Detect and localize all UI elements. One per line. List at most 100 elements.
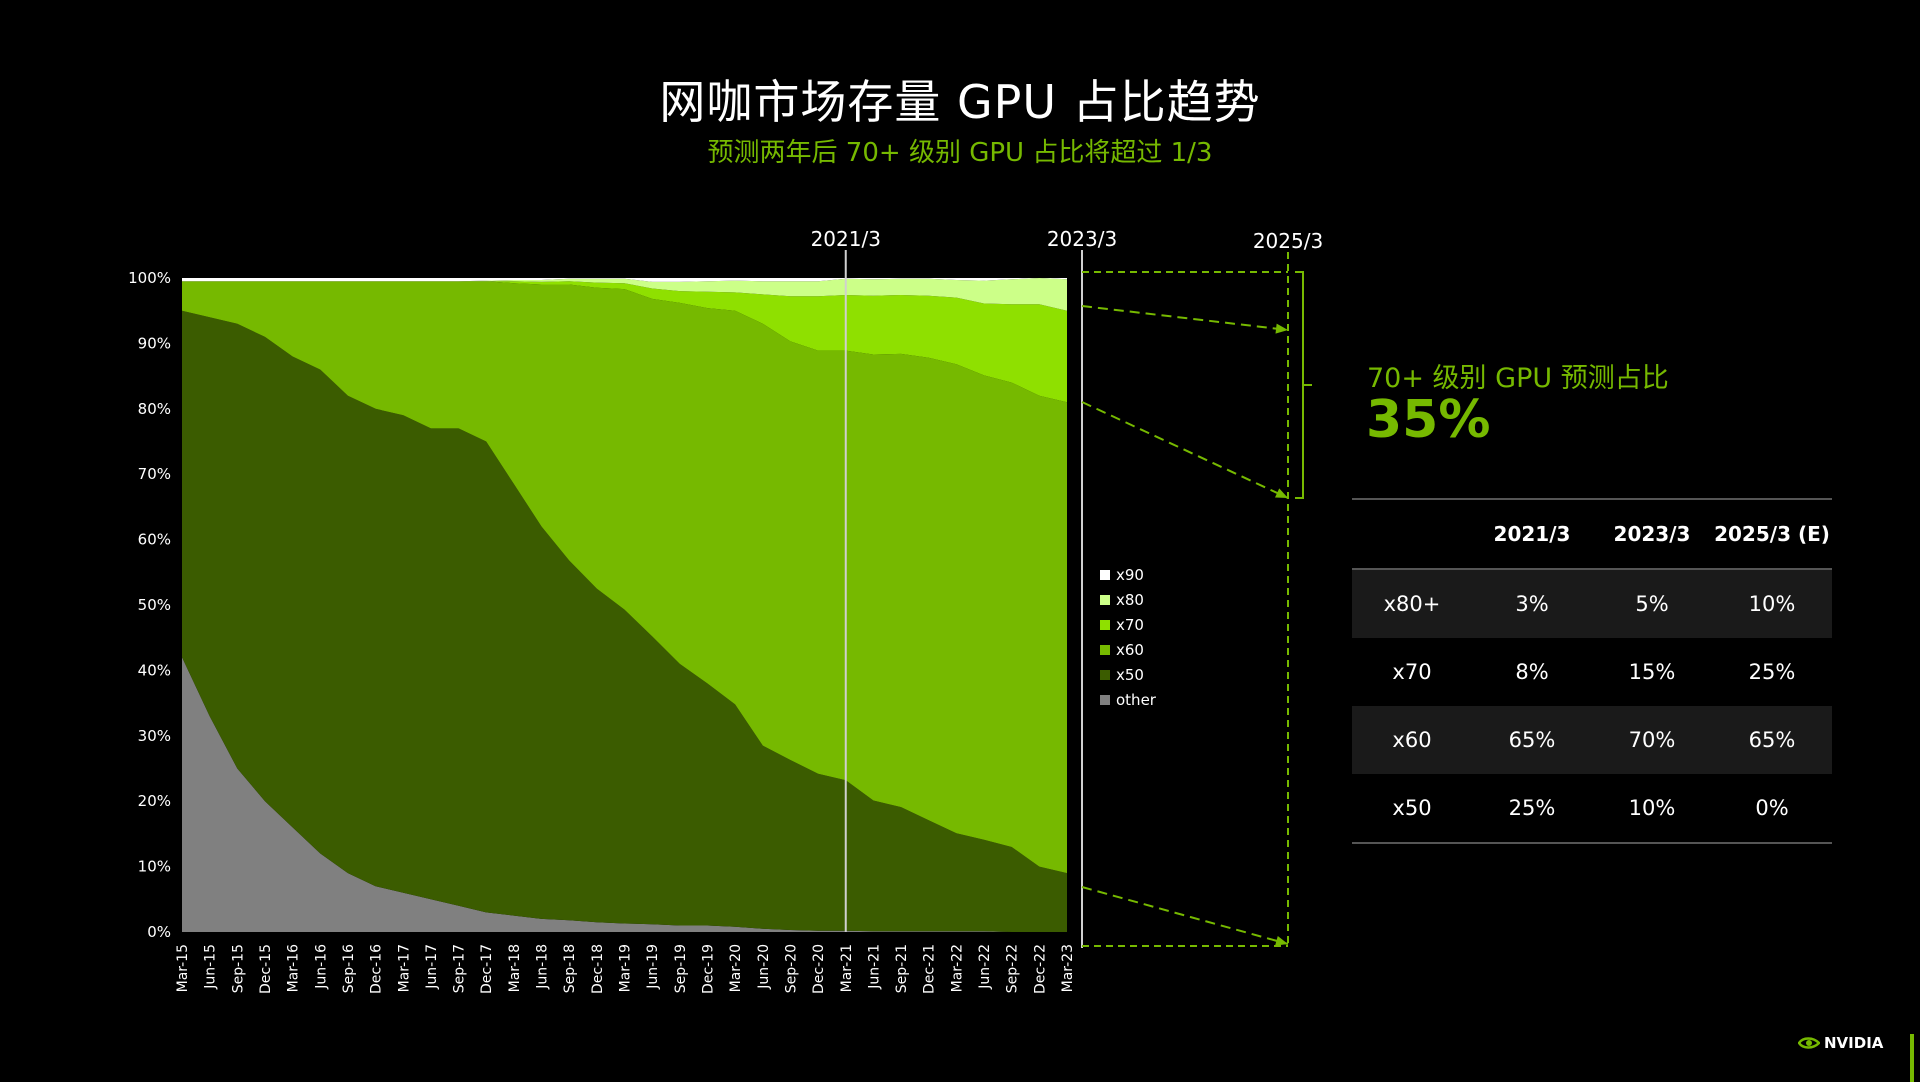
x-tick-label: Jun-20 — [756, 944, 772, 990]
chart-legend: x90 x80 x70 x60 x50 other — [1100, 562, 1156, 712]
table-cell: 10% — [1748, 592, 1796, 616]
legend-label-x50: x50 — [1116, 665, 1144, 684]
y-tick-label: 50% — [138, 596, 171, 614]
legend-item-x50: x50 — [1100, 662, 1156, 687]
x-tick-label: Mar-15 — [175, 944, 191, 992]
x-tick-label: Mar-23 — [1060, 944, 1076, 992]
x-tick-label: Jun-22 — [977, 944, 993, 990]
nvidia-logo: NVIDIA — [1798, 1034, 1883, 1052]
y-tick-label: 80% — [138, 400, 171, 418]
legend-swatch-other — [1100, 694, 1110, 705]
table-cell: 65% — [1508, 728, 1556, 752]
x-tick-label: Dec-15 — [258, 944, 274, 994]
x-tick-label: Sep-20 — [783, 944, 799, 993]
legend-item-x90: x90 — [1100, 562, 1156, 587]
table-row: x70 8% 15% 25% — [1352, 638, 1832, 706]
legend-label-x90: x90 — [1116, 565, 1144, 584]
x-tick-label: Sep-16 — [341, 944, 357, 993]
x-tick-label: Sep-18 — [562, 944, 578, 993]
legend-label-x60: x60 — [1116, 640, 1144, 659]
projection-arrowhead — [1275, 488, 1288, 498]
marker-label-2023: 2023/3 — [1047, 227, 1117, 251]
y-tick-label: 30% — [138, 727, 171, 745]
table-cell: 25% — [1748, 660, 1796, 684]
x-tick-label: Mar-18 — [507, 944, 523, 992]
table-cell: x60 — [1392, 728, 1432, 752]
x-tick-label: Jun-18 — [535, 944, 551, 990]
table-cell: 70% — [1628, 728, 1676, 752]
x-tick-label: Jun-21 — [866, 944, 882, 990]
table-cell: 0% — [1755, 796, 1789, 820]
table-header: 2021/3 2023/3 2025/3 (E) — [1352, 498, 1832, 570]
nvidia-eye-icon — [1798, 1037, 1820, 1049]
area-series-x50 — [182, 310, 1067, 932]
x-tick-label: Mar-21 — [839, 944, 855, 992]
table-cell: 25% — [1508, 796, 1556, 820]
legend-swatch-x90 — [1100, 569, 1110, 580]
projection-box — [1082, 271, 1288, 947]
y-tick-label: 20% — [138, 792, 171, 810]
legend-label-x70: x70 — [1116, 615, 1144, 634]
table-cell: 10% — [1628, 796, 1676, 820]
x-tick-label: Sep-21 — [894, 944, 910, 993]
edge-accent-bar — [1910, 1034, 1914, 1082]
x-tick-label: Jun-17 — [424, 944, 440, 990]
x-tick-label: Dec-21 — [922, 944, 938, 994]
table-cell: 8% — [1515, 660, 1549, 684]
marker-label-2021: 2021/3 — [811, 227, 881, 251]
x-tick-label: Jun-19 — [645, 944, 661, 990]
y-tick-label: 40% — [138, 661, 171, 679]
area-series-other — [182, 657, 1067, 932]
y-tick-label: 0% — [147, 923, 171, 941]
legend-item-x80: x80 — [1100, 587, 1156, 612]
table-row: x80+ 3% 5% 10% — [1352, 570, 1832, 638]
legend-label-other: other — [1116, 690, 1156, 709]
header-cell: 2025/3 (E) — [1714, 522, 1830, 546]
chart-subtitle: 预测两年后 70+ 级别 GPU 占比将超过 1/3 — [707, 138, 1213, 168]
x-tick-label: Dec-22 — [1032, 944, 1048, 994]
legend-item-x60: x60 — [1100, 637, 1156, 662]
projection-bracket — [1295, 271, 1312, 499]
header-cell: 2021/3 — [1493, 522, 1571, 546]
nvidia-logo-text: NVIDIA — [1824, 1034, 1884, 1052]
x-tick-label: Sep-15 — [230, 944, 246, 993]
header-cell: 2023/3 — [1613, 522, 1691, 546]
x-tick-label: Sep-19 — [673, 944, 689, 993]
marker-label-2025: 2025/3 — [1253, 229, 1323, 253]
x-tick-label: Mar-17 — [396, 944, 412, 992]
table-row: x60 65% 70% 65% — [1352, 706, 1832, 774]
projection-arrow — [1081, 401, 1289, 499]
area-series-x90 — [182, 278, 1067, 282]
legend-swatch-x60 — [1100, 644, 1110, 655]
legend-swatch-x80 — [1100, 594, 1110, 605]
legend-swatch-x50 — [1100, 669, 1110, 680]
table-cell: x80+ — [1383, 592, 1441, 616]
projection-arrow — [1081, 886, 1289, 945]
x-tick-label: Dec-16 — [369, 944, 385, 994]
table-cell: 3% — [1515, 592, 1549, 616]
y-tick-label: 90% — [138, 334, 171, 352]
y-tick-label: 70% — [138, 465, 171, 483]
table-cell: x50 — [1392, 796, 1432, 820]
x-tick-label: Dec-20 — [811, 944, 827, 994]
x-tick-label: Dec-18 — [590, 944, 606, 994]
projection-value: 35% — [1366, 390, 1491, 450]
table-row: x50 25% 10% 0% — [1352, 774, 1832, 842]
projection-table: 2021/3 2023/3 2025/3 (E) x80+ 3% 5% 10% … — [1352, 498, 1832, 844]
table-cell: 15% — [1628, 660, 1676, 684]
y-tick-label: 100% — [128, 269, 171, 287]
x-tick-label: Sep-17 — [452, 944, 468, 993]
legend-swatch-x70 — [1100, 619, 1110, 630]
chart-title: 网咖市场存量 GPU 占比趋势 — [659, 75, 1261, 129]
projection-label: 70+ 级别 GPU 预测占比 — [1367, 363, 1669, 394]
x-tick-label: Mar-20 — [728, 944, 744, 992]
table-cell: 65% — [1748, 728, 1796, 752]
legend-label-x80: x80 — [1116, 590, 1144, 609]
projection-arrowhead — [1275, 323, 1288, 334]
table-cell: x70 — [1392, 660, 1432, 684]
x-tick-label: Dec-17 — [479, 944, 495, 994]
x-tick-label: Sep-22 — [1005, 944, 1021, 993]
x-tick-label: Jun-16 — [313, 944, 329, 990]
x-tick-label: Dec-19 — [700, 944, 716, 994]
